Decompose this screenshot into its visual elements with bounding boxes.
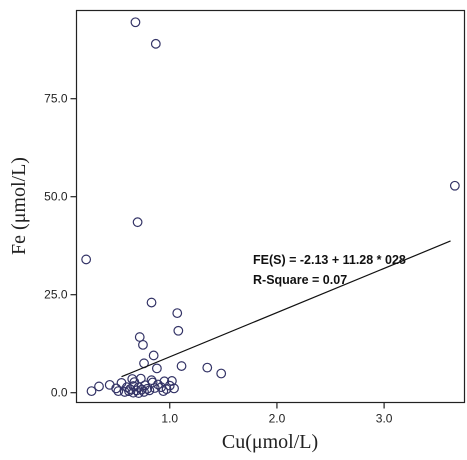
data-point bbox=[124, 386, 134, 397]
data-point bbox=[173, 325, 184, 336]
data-point bbox=[158, 386, 169, 397]
data-point bbox=[169, 383, 179, 394]
data-point bbox=[128, 387, 139, 398]
x-axis: 1.0 2.0 3.0 bbox=[161, 402, 393, 426]
plot-area-frame bbox=[75, 9, 466, 404]
x-axis-title: Cu(μmol/L) bbox=[222, 431, 318, 453]
x-tick-label: 2.0 bbox=[269, 412, 286, 426]
data-point bbox=[132, 217, 143, 228]
data-point bbox=[148, 350, 159, 361]
data-point bbox=[139, 387, 149, 397]
data-point bbox=[176, 361, 187, 371]
data-point bbox=[81, 254, 92, 265]
data-point bbox=[149, 383, 160, 393]
data-point bbox=[94, 381, 104, 392]
data-point bbox=[129, 377, 140, 388]
data-point bbox=[147, 377, 158, 388]
data-point bbox=[111, 383, 122, 394]
data-point bbox=[150, 38, 161, 49]
data-point bbox=[130, 17, 141, 28]
r-square-annotation: R-Square = 0.07 bbox=[253, 273, 347, 287]
y-axis: 0.0 25.0 50.0 75.0 bbox=[44, 92, 77, 400]
data-point bbox=[138, 339, 148, 350]
x-tick-label: 3.0 bbox=[376, 412, 393, 426]
y-tick-label: 75.0 bbox=[44, 92, 68, 106]
data-point bbox=[133, 388, 144, 398]
data-point bbox=[449, 180, 460, 191]
y-axis-title: Fe (μmol/L) bbox=[8, 157, 30, 255]
x-tick-label: 1.0 bbox=[161, 412, 178, 426]
equation-annotation: FE(S) = -2.13 + 11.28 * 028 bbox=[253, 253, 406, 267]
data-point bbox=[113, 386, 124, 397]
data-point bbox=[172, 308, 183, 319]
data-point bbox=[166, 376, 177, 386]
regression-line bbox=[121, 240, 451, 378]
data-points bbox=[81, 17, 460, 398]
data-point bbox=[142, 383, 153, 394]
y-tick-label: 0.0 bbox=[51, 386, 68, 400]
data-point bbox=[216, 368, 227, 379]
data-point bbox=[86, 386, 97, 397]
y-tick-label: 50.0 bbox=[44, 190, 68, 204]
data-point bbox=[151, 363, 162, 374]
y-tick-label: 25.0 bbox=[44, 288, 68, 302]
data-point bbox=[202, 362, 213, 373]
data-point bbox=[146, 297, 157, 308]
data-point bbox=[153, 379, 163, 390]
